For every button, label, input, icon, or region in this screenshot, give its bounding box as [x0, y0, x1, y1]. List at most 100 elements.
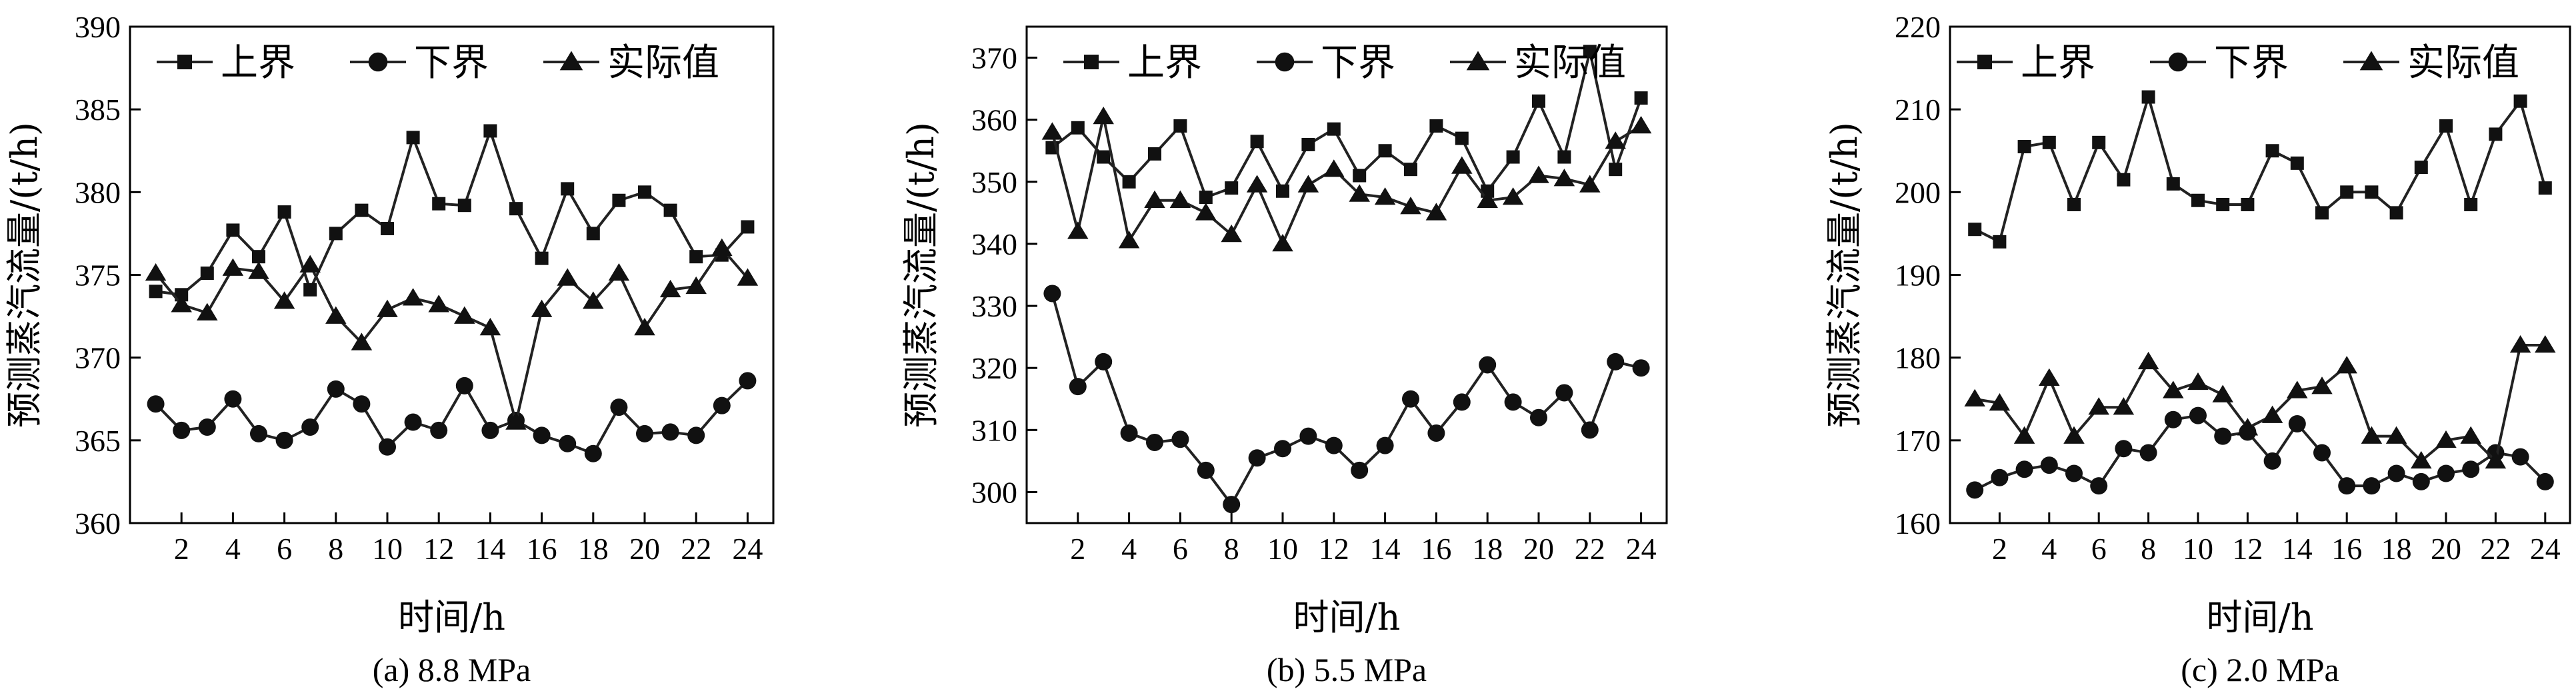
data-point-2	[711, 238, 733, 257]
y-tick-label: 380	[75, 175, 121, 209]
data-point-0	[2092, 135, 2106, 149]
data-point-0	[1225, 181, 1239, 195]
x-axis-label-b: 时间/h	[1293, 596, 1401, 638]
legend-a: 上界 下界 实际值	[157, 41, 719, 85]
data-point-1	[327, 380, 345, 398]
data-point-0	[2216, 197, 2230, 211]
series-line-1	[155, 379, 749, 456]
x-tick-label: 14	[1370, 532, 1401, 566]
data-point-0	[329, 227, 343, 241]
x-tick-label: 16	[527, 532, 557, 566]
data-point-2	[1528, 165, 1549, 183]
data-point-2	[2336, 356, 2357, 374]
data-point-2	[171, 295, 192, 313]
data-point-1	[1632, 359, 1650, 377]
y-tick-label: 170	[1895, 424, 1941, 458]
data-point-1	[1581, 421, 1599, 439]
data-point-1	[2090, 477, 2108, 495]
y-tick-label: 360	[75, 506, 121, 540]
data-point-2	[2039, 368, 2060, 386]
y-tick-label: 390	[75, 10, 121, 44]
data-point-0	[2513, 94, 2527, 108]
data-point-2	[1630, 116, 1652, 134]
x-tick-label: 16	[1421, 532, 1451, 566]
x-tick-label: 22	[681, 532, 711, 566]
data-point-0	[2067, 197, 2081, 211]
data-point-2	[2212, 384, 2233, 402]
data-point-1	[173, 421, 191, 439]
y-tick-label: 370	[75, 341, 121, 375]
x-tick-label: 8	[2141, 532, 2156, 566]
x-tick-label: 16	[2331, 532, 2362, 566]
series-line-2	[155, 246, 749, 423]
data-point-2	[145, 263, 167, 281]
data-point-2	[2261, 405, 2283, 423]
data-point-1	[1171, 430, 1189, 448]
data-point-0	[149, 285, 163, 299]
data-point-0	[509, 202, 523, 216]
y-tick-label: 340	[971, 227, 1017, 261]
y-tick-label: 365	[75, 424, 121, 458]
data-point-2	[2013, 426, 2035, 444]
data-point-2	[737, 268, 759, 286]
data-point-1	[1991, 468, 2009, 486]
data-point-1	[713, 396, 731, 414]
data-point-0	[1173, 119, 1187, 133]
data-point-1	[404, 413, 422, 431]
data-point-2	[557, 268, 578, 286]
legend-marker	[368, 52, 388, 72]
data-point-2	[1451, 156, 1473, 174]
data-point-0	[2538, 181, 2552, 195]
legend-marker	[2168, 52, 2188, 72]
data-point-0	[1404, 163, 1417, 177]
data-point-0	[2389, 206, 2403, 220]
legend-marker	[177, 55, 192, 69]
legend-marker	[1084, 55, 1099, 69]
data-point-2	[1349, 184, 1370, 202]
data-point-2	[685, 276, 707, 295]
data-point-2	[634, 317, 655, 336]
data-point-2	[2485, 450, 2507, 469]
series-line-1	[1051, 293, 1642, 507]
data-point-1	[1402, 390, 1419, 408]
x-tick-label: 8	[328, 532, 343, 566]
data-point-2	[2361, 426, 2383, 444]
legend-marker	[559, 51, 583, 71]
data-point-2	[1297, 175, 1319, 193]
data-point-1	[2536, 472, 2554, 490]
data-point-1	[275, 431, 293, 449]
data-point-0	[1250, 135, 1264, 149]
y-axis-label-c: 预测蒸汽流量/(t/h)	[1823, 122, 1865, 428]
data-point-2	[428, 295, 449, 313]
x-tick-label: 10	[2183, 532, 2213, 566]
data-point-2	[1144, 190, 1165, 208]
data-point-1	[1453, 393, 1471, 411]
data-point-0	[741, 220, 755, 234]
data-point-1	[1966, 481, 1984, 499]
data-point-0	[2340, 185, 2354, 199]
x-tick-label: 2	[1070, 532, 1085, 566]
legend-entry: 实际值	[1514, 41, 1626, 85]
data-point-0	[1148, 147, 1161, 161]
data-point-2	[197, 303, 218, 321]
x-tick-label: 12	[423, 532, 454, 566]
data-point-0	[1993, 235, 2007, 249]
data-point-1	[1325, 436, 1343, 454]
data-point-1	[1120, 424, 1138, 442]
x-tick-label: 10	[372, 532, 403, 566]
data-point-0	[1557, 150, 1571, 164]
x-tick-label: 24	[1626, 532, 1657, 566]
data-point-1	[301, 418, 319, 436]
legend-marker	[2359, 51, 2383, 71]
data-point-2	[2163, 380, 2184, 398]
data-point-0	[1378, 144, 1392, 158]
data-point-0	[1583, 45, 1597, 59]
y-tick-label: 385	[75, 93, 121, 127]
data-point-1	[1069, 378, 1087, 396]
x-axis-label-c: 时间/h	[2207, 596, 2314, 638]
plot-frame-b	[1025, 25, 1668, 524]
data-point-1	[2015, 460, 2033, 478]
data-point-0	[2017, 140, 2031, 154]
x-tick-label: 20	[629, 532, 660, 566]
